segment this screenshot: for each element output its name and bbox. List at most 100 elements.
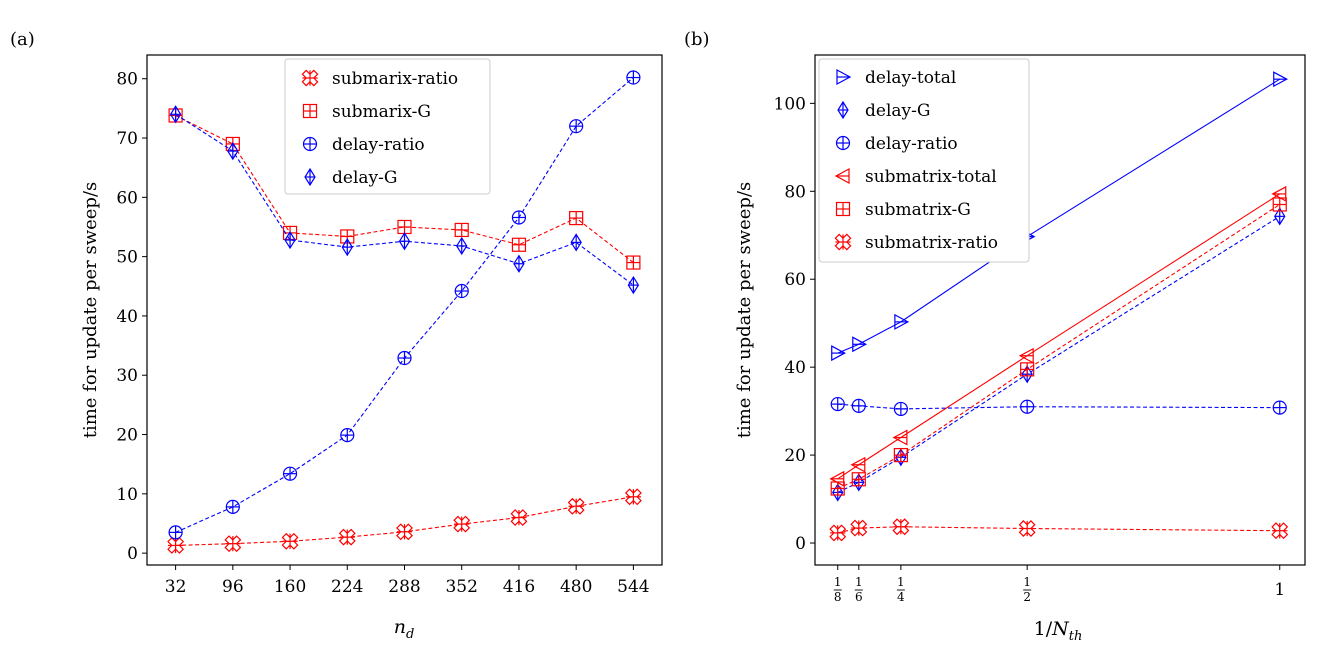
x-tick-label: 32 <box>165 577 187 597</box>
y-tick-label: 20 <box>784 446 806 466</box>
series-line-delay-ratio <box>837 403 1280 410</box>
data-point-submatrix-G <box>851 472 866 487</box>
data-point-delay-ratio <box>1020 399 1035 414</box>
data-point-submatrix-total <box>1018 347 1034 364</box>
legend-marker-submarix-G <box>302 103 318 119</box>
x-tick-label-numerator: 1 <box>855 575 863 589</box>
series-group-b <box>829 71 1289 542</box>
data-point-delay-G <box>513 254 525 273</box>
data-point-submatrix-ratio <box>829 524 847 542</box>
data-point-delay-G <box>169 105 182 124</box>
x-tick-label: 544 <box>617 577 649 597</box>
legend-label: submatrix-total <box>865 167 997 187</box>
legend-marker-submatrix-G <box>835 201 851 217</box>
data-point-delay-ratio <box>511 210 527 225</box>
legend-entry-submarix-ratio: submarix-ratio <box>301 69 458 89</box>
legend-label: delay-ratio <box>865 134 958 154</box>
y-tick-label: 40 <box>784 358 806 378</box>
x-tick-label: 416 <box>503 577 535 597</box>
legend-label: delay-total <box>865 68 956 88</box>
data-point-submarix-G <box>569 210 584 226</box>
panel-a: (a) 0 10 20 30 40 50 60 70 80 32 96 160 224 288 352 416… <box>10 29 663 642</box>
data-point-submarix-ratio <box>624 488 642 506</box>
x-axis-label-a: nd <box>394 616 415 642</box>
legend-label: delay-ratio <box>332 135 425 155</box>
y-tick-label: 80 <box>784 182 806 202</box>
data-point-submarix-ratio <box>453 515 471 533</box>
y-tick-label: 30 <box>116 366 138 386</box>
data-point-delay-G <box>627 275 640 295</box>
legend-marker-delay-ratio <box>835 135 851 151</box>
data-point-delay-G <box>456 236 468 256</box>
legend-marker-submatrix-ratio <box>834 233 852 251</box>
legend-label: delay-G <box>865 101 930 121</box>
data-point-submarix-G <box>397 219 412 235</box>
x-tick-label: 288 <box>388 577 420 597</box>
y-tick-label: 10 <box>116 485 138 505</box>
x-tick-label: 160 <box>274 577 306 597</box>
legend-entry-submarix-G: submarix-G <box>302 102 431 122</box>
data-point-submatrix-total <box>850 456 866 473</box>
data-point-delay-ratio <box>851 398 866 413</box>
data-point-submatrix-G <box>893 447 908 463</box>
legend-marker-delay-total <box>836 68 852 86</box>
data-point-delay-total <box>852 336 868 353</box>
data-point-delay-ratio <box>282 466 298 481</box>
data-point-submatrix-total <box>892 429 908 446</box>
axes-a: 0 10 20 30 40 50 60 70 80 32 96 160 224 288 352 416 480 5… <box>116 70 649 597</box>
x-tick-label-numerator: 1 <box>834 575 842 589</box>
data-point-submatrix-G <box>1272 197 1287 212</box>
x-tick-label-denominator: 6 <box>855 590 863 604</box>
data-point-delay-ratio <box>1272 400 1287 415</box>
data-point-submarix-ratio <box>338 528 356 546</box>
y-axis-label-b: time for update per sweep/s <box>734 182 755 439</box>
legend-marker-delay-G <box>304 167 316 187</box>
y-tick-label: 80 <box>116 70 138 90</box>
legend-frame-b <box>818 58 1030 263</box>
data-point-delay-ratio <box>454 283 469 299</box>
data-point-delay-ratio <box>893 401 908 417</box>
legend-label: submatrix-ratio <box>865 233 998 253</box>
plot-frame-b <box>814 54 1306 566</box>
data-point-delay-G <box>341 238 353 257</box>
x-tick-label: 96 <box>222 577 244 597</box>
legend-marker-submarix-ratio <box>301 69 319 87</box>
x-tick-label: 352 <box>445 577 477 597</box>
y-tick-label: 0 <box>127 544 138 564</box>
legend-entry-submatrix-total: submatrix-total <box>834 167 997 187</box>
data-point-submarix-ratio <box>510 509 528 527</box>
x-tick-label: 224 <box>331 577 363 597</box>
y-axis-label-a: time for update per sweep/s <box>80 182 101 439</box>
series-line-submatrix-ratio <box>837 526 1280 534</box>
legend-label: submarix-ratio <box>332 69 458 89</box>
data-point-delay-total <box>831 345 846 362</box>
y-tick-label: 70 <box>116 129 138 149</box>
x-axis-label-b: 1/Nth <box>1034 618 1083 644</box>
x-tick-label: 1 <box>1274 580 1285 600</box>
data-point-delay-G <box>398 232 411 251</box>
data-point-delay-ratio <box>569 119 584 134</box>
legend-entry-delay-ratio: delay-ratio <box>835 134 958 154</box>
data-point-submarix-ratio <box>396 523 413 541</box>
legend-entry-delay-total: delay-total <box>836 68 956 88</box>
y-tick-label: 20 <box>116 426 138 446</box>
data-point-submarix-G <box>511 237 527 252</box>
data-point-delay-ratio <box>225 499 240 514</box>
legend-b: delay-total delay-G delay-ratio submatrix-t… <box>818 58 1030 263</box>
data-point-submarix-ratio <box>224 535 242 553</box>
legend-entry-submatrix-G: submatrix-G <box>835 200 971 220</box>
y-tick-label: 100 <box>774 94 806 114</box>
x-tick-label-numerator: 1 <box>897 575 905 589</box>
legend-a: submarix-ratio submarix-G delay-ratio delay… <box>284 58 491 195</box>
data-point-submatrix-G <box>830 481 845 496</box>
legend-entry-submatrix-ratio: submatrix-ratio <box>834 233 998 253</box>
x-tick-label-denominator: 4 <box>897 590 905 604</box>
legend-marker-submatrix-total <box>834 167 850 185</box>
legend-entry-delay-G: delay-G <box>837 100 930 121</box>
legend-entry-delay-G: delay-G <box>304 167 397 188</box>
data-point-submarix-ratio <box>281 532 299 550</box>
panel-label-b: (b) <box>684 29 710 50</box>
data-point-submatrix-ratio <box>892 518 910 536</box>
legend-entry-delay-ratio: delay-ratio <box>302 135 425 155</box>
